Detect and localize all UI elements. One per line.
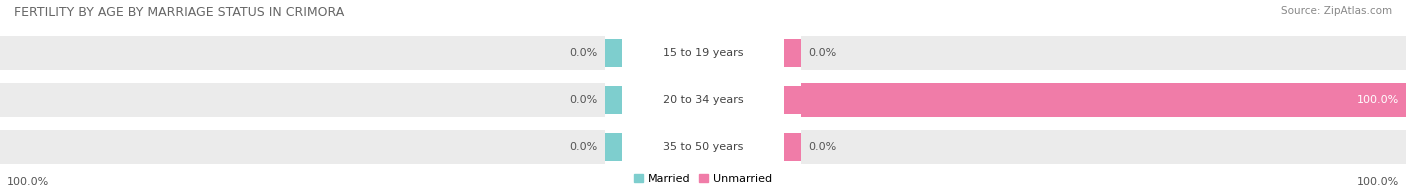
- Text: 15 to 19 years: 15 to 19 years: [662, 48, 744, 58]
- Text: 20 to 34 years: 20 to 34 years: [662, 95, 744, 105]
- Bar: [0, 36, 1406, 70]
- Bar: [605, 83, 801, 117]
- Text: 0.0%: 0.0%: [569, 48, 598, 58]
- Bar: [605, 133, 623, 161]
- Bar: [801, 83, 1406, 117]
- Bar: [785, 86, 801, 114]
- Text: 100.0%: 100.0%: [1357, 95, 1399, 105]
- Text: 0.0%: 0.0%: [808, 142, 837, 152]
- Text: 100.0%: 100.0%: [7, 177, 49, 187]
- Bar: [605, 39, 623, 67]
- Bar: [785, 39, 801, 67]
- Text: 0.0%: 0.0%: [569, 142, 598, 152]
- Text: 0.0%: 0.0%: [569, 95, 598, 105]
- Bar: [0, 83, 1406, 117]
- Text: FERTILITY BY AGE BY MARRIAGE STATUS IN CRIMORA: FERTILITY BY AGE BY MARRIAGE STATUS IN C…: [14, 6, 344, 19]
- Text: 35 to 50 years: 35 to 50 years: [662, 142, 744, 152]
- Bar: [605, 36, 801, 70]
- Text: Source: ZipAtlas.com: Source: ZipAtlas.com: [1281, 6, 1392, 16]
- Legend: Married, Unmarried: Married, Unmarried: [630, 170, 776, 189]
- Bar: [605, 86, 623, 114]
- Text: 100.0%: 100.0%: [1357, 177, 1399, 187]
- Bar: [605, 130, 801, 164]
- Text: 0.0%: 0.0%: [808, 48, 837, 58]
- Bar: [785, 133, 801, 161]
- Bar: [0, 130, 1406, 164]
